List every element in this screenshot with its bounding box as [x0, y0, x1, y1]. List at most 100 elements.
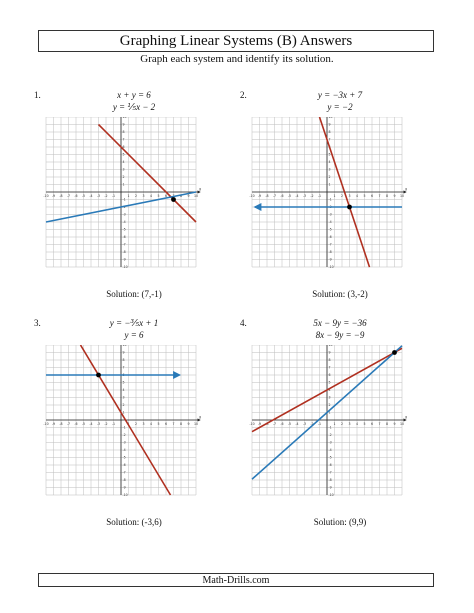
problem-3: 3. y = −⅗x + 1 y = 6 -10 -9 -8 -7 -6 -5 -4 -3 -2… [34, 318, 234, 578]
problem-number: 2. [240, 90, 247, 100]
y-tick-label: 2 [329, 175, 331, 179]
equation-1: x + y = 6 [117, 90, 151, 100]
x-tick-label: -5 [82, 422, 85, 426]
problem-2: 2. y = −3x + 7 y = −2 -10 -9 -8 -7 -6 -5 -4 -3-… [240, 90, 440, 350]
y-tick-label: -9 [329, 258, 332, 262]
y-tick-label: 3 [123, 168, 125, 172]
y-tick-label: -1 [123, 426, 126, 430]
y-tick-label: -10 [329, 493, 334, 497]
x-tick-label: -9 [52, 422, 55, 426]
x-tick-label: -7 [67, 422, 70, 426]
y-tick-label: 7 [123, 138, 125, 142]
y-tick-label: -3 [123, 213, 126, 217]
x-tick-label: -6 [74, 194, 77, 198]
y-tick-label: 4 [123, 160, 125, 164]
x-tick-label: -3 [303, 422, 306, 426]
y-tick-label: -8 [329, 478, 332, 482]
x-tick-label: 4 [150, 194, 152, 198]
y-tick-label: 3 [329, 396, 331, 400]
y-tick-label: 6 [329, 373, 331, 377]
equation-2: y = −2 [327, 102, 353, 112]
x-tick-label: 6 [371, 194, 373, 198]
equation-1: 5x − 9y = −36 [313, 318, 367, 328]
x-tick-label: 1 [333, 422, 335, 426]
x-tick-label: -2 [104, 422, 107, 426]
x-tick-label: 2 [135, 194, 137, 198]
x-tick-label: 2 [341, 422, 343, 426]
x-tick-label: 8 [386, 194, 388, 198]
solution-label: Solution: (3,-2) [312, 289, 368, 299]
coordinate-graph: -10-9-8-7-6-5-4-3-2-11234567891010987654… [249, 345, 407, 497]
x-tick-label: 3 [142, 422, 144, 426]
x-tick-label: -8 [265, 194, 268, 198]
y-tick-label: -1 [123, 198, 126, 202]
x-tick-label: -5 [288, 422, 291, 426]
y-tick-label: -3 [329, 213, 332, 217]
equation-2: 8x − 9y = −9 [315, 330, 365, 340]
equation-1: y = −3x + 7 [317, 90, 363, 100]
y-tick-label: 1 [123, 183, 125, 187]
x-tick-label: 6 [165, 194, 167, 198]
y-tick-label: 10 [329, 345, 333, 347]
y-tick-label: -9 [329, 486, 332, 490]
worksheet-title: Graphing Linear Systems (B) Answers [38, 30, 434, 52]
y-tick-label: -4 [123, 220, 126, 224]
x-tick-label: -6 [280, 422, 283, 426]
problem-4: 4. 5x − 9y = −36 8x − 9y = −9 -10-9-8-7-… [240, 318, 440, 578]
y-tick-label: 8 [123, 130, 125, 134]
x-tick-label: 5 [157, 194, 159, 198]
y-tick-label: -10 [123, 265, 128, 269]
x-tick-label: 9 [393, 422, 395, 426]
problem-number: 4. [240, 318, 247, 328]
solution-line-2 [251, 345, 403, 480]
y-tick-label: -2 [123, 433, 126, 437]
y-tick-label: -4 [329, 448, 332, 452]
x-tick-label: 7 [378, 194, 380, 198]
y-tick-label: 7 [329, 138, 331, 142]
y-tick-label: 5 [329, 381, 331, 385]
solution-label: Solution: (9,9) [313, 517, 367, 527]
x-tick-label: 7 [378, 422, 380, 426]
x-axis-label: x [404, 415, 407, 420]
x-tick-label: -1 [318, 422, 321, 426]
y-tick-label: -5 [123, 228, 126, 232]
x-tick-label: -5 [288, 194, 291, 198]
equation-2: y = 6 [124, 330, 144, 340]
x-tick-label: -9 [52, 194, 55, 198]
x-tick-label: -9 [258, 194, 261, 198]
y-tick-label: 8 [123, 358, 125, 362]
x-tick-label: 9 [393, 194, 395, 198]
y-tick-label: 2 [329, 403, 331, 407]
x-tick-label: 6 [165, 422, 167, 426]
x-tick-label: 9 [187, 194, 189, 198]
x-tick-label: -8 [59, 194, 62, 198]
x-axis-label: x [198, 415, 201, 420]
x-tick-label: -3 [303, 194, 306, 198]
x-tick-label: -10 [249, 422, 254, 426]
x-tick-label: -2 [104, 194, 107, 198]
x-tick-label: -6 [74, 422, 77, 426]
worksheet-instructions: Graph each system and identify its solut… [140, 53, 334, 65]
y-tick-label: 4 [123, 388, 125, 392]
x-tick-label: 8 [180, 194, 182, 198]
y-tick-label: 2 [123, 403, 125, 407]
y-tick-label: -9 [123, 258, 126, 262]
y-tick-label: -5 [329, 456, 332, 460]
solution-line-1 [79, 345, 172, 496]
y-tick-label: -9 [123, 486, 126, 490]
y-tick-label: 9 [123, 351, 125, 355]
x-tick-label: 4 [356, 194, 358, 198]
footer-text: Math-Drills.com [202, 574, 270, 586]
x-tick-label: 5 [363, 194, 365, 198]
x-tick-label: -6 [280, 194, 283, 198]
y-tick-label: -7 [329, 243, 332, 247]
y-tick-label: -7 [123, 243, 126, 247]
x-tick-label: 10 [194, 422, 198, 426]
x-tick-label: -10 [249, 194, 254, 198]
solution-line-1 [97, 123, 197, 223]
y-tick-label: -2 [123, 205, 126, 209]
x-tick-label: -8 [59, 422, 62, 426]
footer: Math-Drills.com [38, 573, 434, 587]
y-tick-label: 1 [329, 183, 331, 187]
y-tick-label: 7 [123, 366, 125, 370]
